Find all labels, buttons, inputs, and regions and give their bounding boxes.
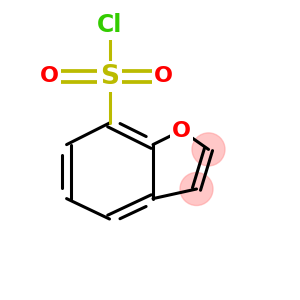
Text: O: O xyxy=(154,67,173,86)
Circle shape xyxy=(180,172,213,206)
Text: O: O xyxy=(172,121,191,140)
Text: S: S xyxy=(100,64,119,89)
Text: Cl: Cl xyxy=(97,14,122,38)
Text: O: O xyxy=(40,67,59,86)
Circle shape xyxy=(192,133,225,166)
